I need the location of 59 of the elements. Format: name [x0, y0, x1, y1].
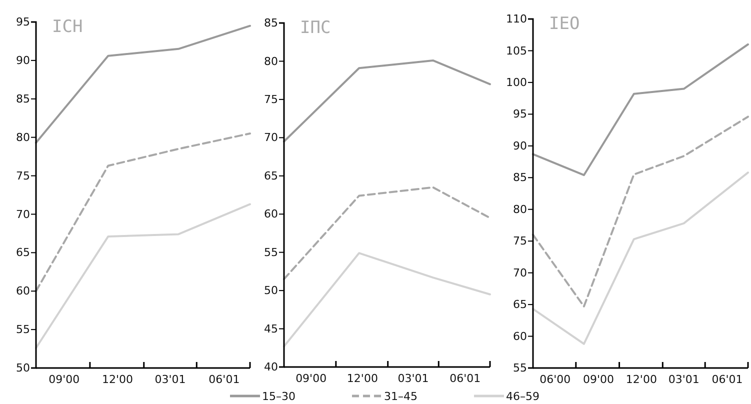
- y-tick-label: 105: [506, 44, 527, 58]
- y-tick-label: 65: [264, 169, 278, 182]
- line-series: [283, 186, 491, 280]
- y-tick-label: 65: [16, 246, 30, 260]
- y-tick-label: 110: [506, 12, 527, 26]
- y-tick-label: 60: [513, 330, 527, 343]
- x-tick-label: 12'00: [102, 373, 134, 386]
- y-tick-label: 55: [16, 323, 30, 336]
- x-tick-label: 06'01: [450, 372, 481, 385]
- line-series: [283, 252, 491, 348]
- y-tick-label: 40: [264, 360, 278, 374]
- y-tick-label: 85: [513, 171, 527, 184]
- legend-label: 46–59: [506, 390, 540, 403]
- y-tick-label: 85: [264, 16, 278, 30]
- line-series: [283, 59, 491, 142]
- y-tick-label: 85: [16, 92, 30, 106]
- y-tick-label: 80: [513, 202, 527, 216]
- y-tick-label: 70: [264, 131, 278, 144]
- line-series: [532, 116, 749, 308]
- y-tick-label: 50: [16, 362, 30, 375]
- y-tick-label: 75: [513, 234, 527, 248]
- x-tick-label: 09'00: [583, 373, 614, 386]
- x-tick-label: 06'01: [208, 373, 240, 386]
- chart-title: IEO: [549, 14, 580, 34]
- y-tick-label: 90: [16, 54, 30, 67]
- line-series: [35, 203, 251, 350]
- y-tick-label: 95: [16, 16, 30, 29]
- y-tick-label: 95: [513, 108, 527, 121]
- x-tick-label: 03'01: [154, 373, 186, 386]
- y-tick-label: 75: [16, 169, 30, 182]
- y-tick-label: 45: [264, 322, 278, 336]
- legend-label: 31–45: [384, 390, 418, 403]
- y-tick-label: 65: [513, 298, 527, 312]
- y-tick-label: 55: [264, 246, 278, 259]
- y-tick-label: 90: [513, 139, 527, 152]
- y-tick-label: 80: [16, 130, 30, 144]
- line-series: [35, 132, 251, 292]
- y-tick-label: 100: [506, 76, 527, 89]
- y-tick-label: 50: [264, 284, 278, 298]
- y-tick-label: 75: [264, 92, 278, 106]
- line-series: [532, 43, 749, 176]
- y-tick-label: 60: [16, 284, 30, 298]
- y-tick-label: 70: [513, 266, 527, 280]
- chart-title: IПС: [300, 18, 331, 38]
- x-tick-label: 12'00: [346, 372, 378, 385]
- legend-label: 15–30: [262, 390, 296, 403]
- x-tick-label: 03'01: [668, 373, 700, 386]
- x-tick-label: 09'00: [48, 373, 80, 386]
- y-tick-label: 60: [264, 208, 278, 221]
- y-tick-label: 80: [264, 54, 278, 68]
- x-tick-label: 12'00: [626, 373, 657, 386]
- x-tick-label: 09'00: [296, 372, 327, 385]
- x-tick-label: 03'01: [398, 372, 429, 385]
- line-series: [532, 172, 749, 345]
- x-tick-label: 06'00: [540, 373, 571, 386]
- chart-title: ICH: [52, 17, 83, 37]
- x-tick-label: 06'01: [712, 373, 743, 386]
- y-tick-label: 55: [513, 362, 527, 375]
- y-tick-label: 70: [16, 208, 30, 221]
